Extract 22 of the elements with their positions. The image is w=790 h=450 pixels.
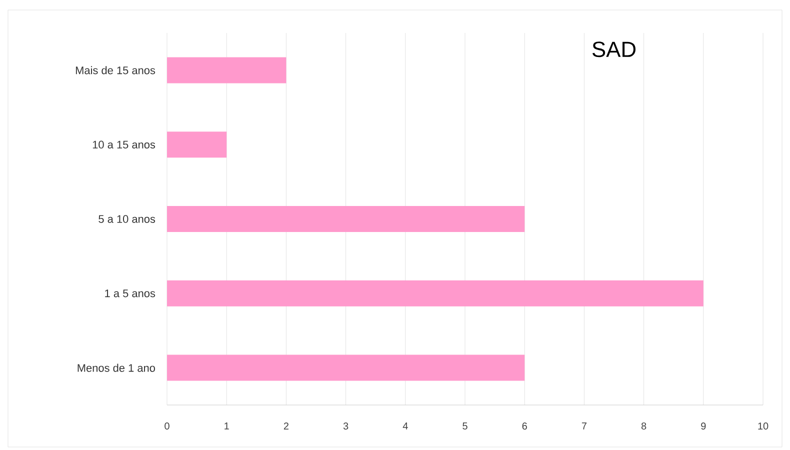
bar <box>167 280 704 306</box>
x-tick-label: 8 <box>641 422 646 430</box>
y-tick-label: 5 a 10 anos <box>98 215 156 223</box>
x-tick-label: 7 <box>582 422 586 430</box>
y-tick-label: Mais de 15 anos <box>76 66 156 74</box>
x-tick-label: 1 <box>224 422 229 430</box>
x-tick-label: 3 <box>343 422 348 430</box>
x-tick-label: 6 <box>522 422 527 430</box>
x-tick-label: 10 <box>758 422 768 430</box>
x-tick-label: 4 <box>402 422 408 430</box>
y-tick-label: 1 a 5 anos <box>105 290 156 298</box>
y-tick-label: Menos de 1 ano <box>78 364 155 372</box>
y-tick-label: 10 a 15 anos <box>92 140 156 148</box>
bar <box>167 132 227 158</box>
chart-title: SAD <box>592 42 636 58</box>
x-tick-label: 0 <box>164 422 170 430</box>
bar <box>167 206 525 232</box>
x-tick-label: 2 <box>284 422 288 430</box>
x-tick-label: 5 <box>462 422 468 430</box>
bar <box>167 57 286 84</box>
bar <box>167 354 525 381</box>
x-tick-label: 9 <box>701 422 706 430</box>
